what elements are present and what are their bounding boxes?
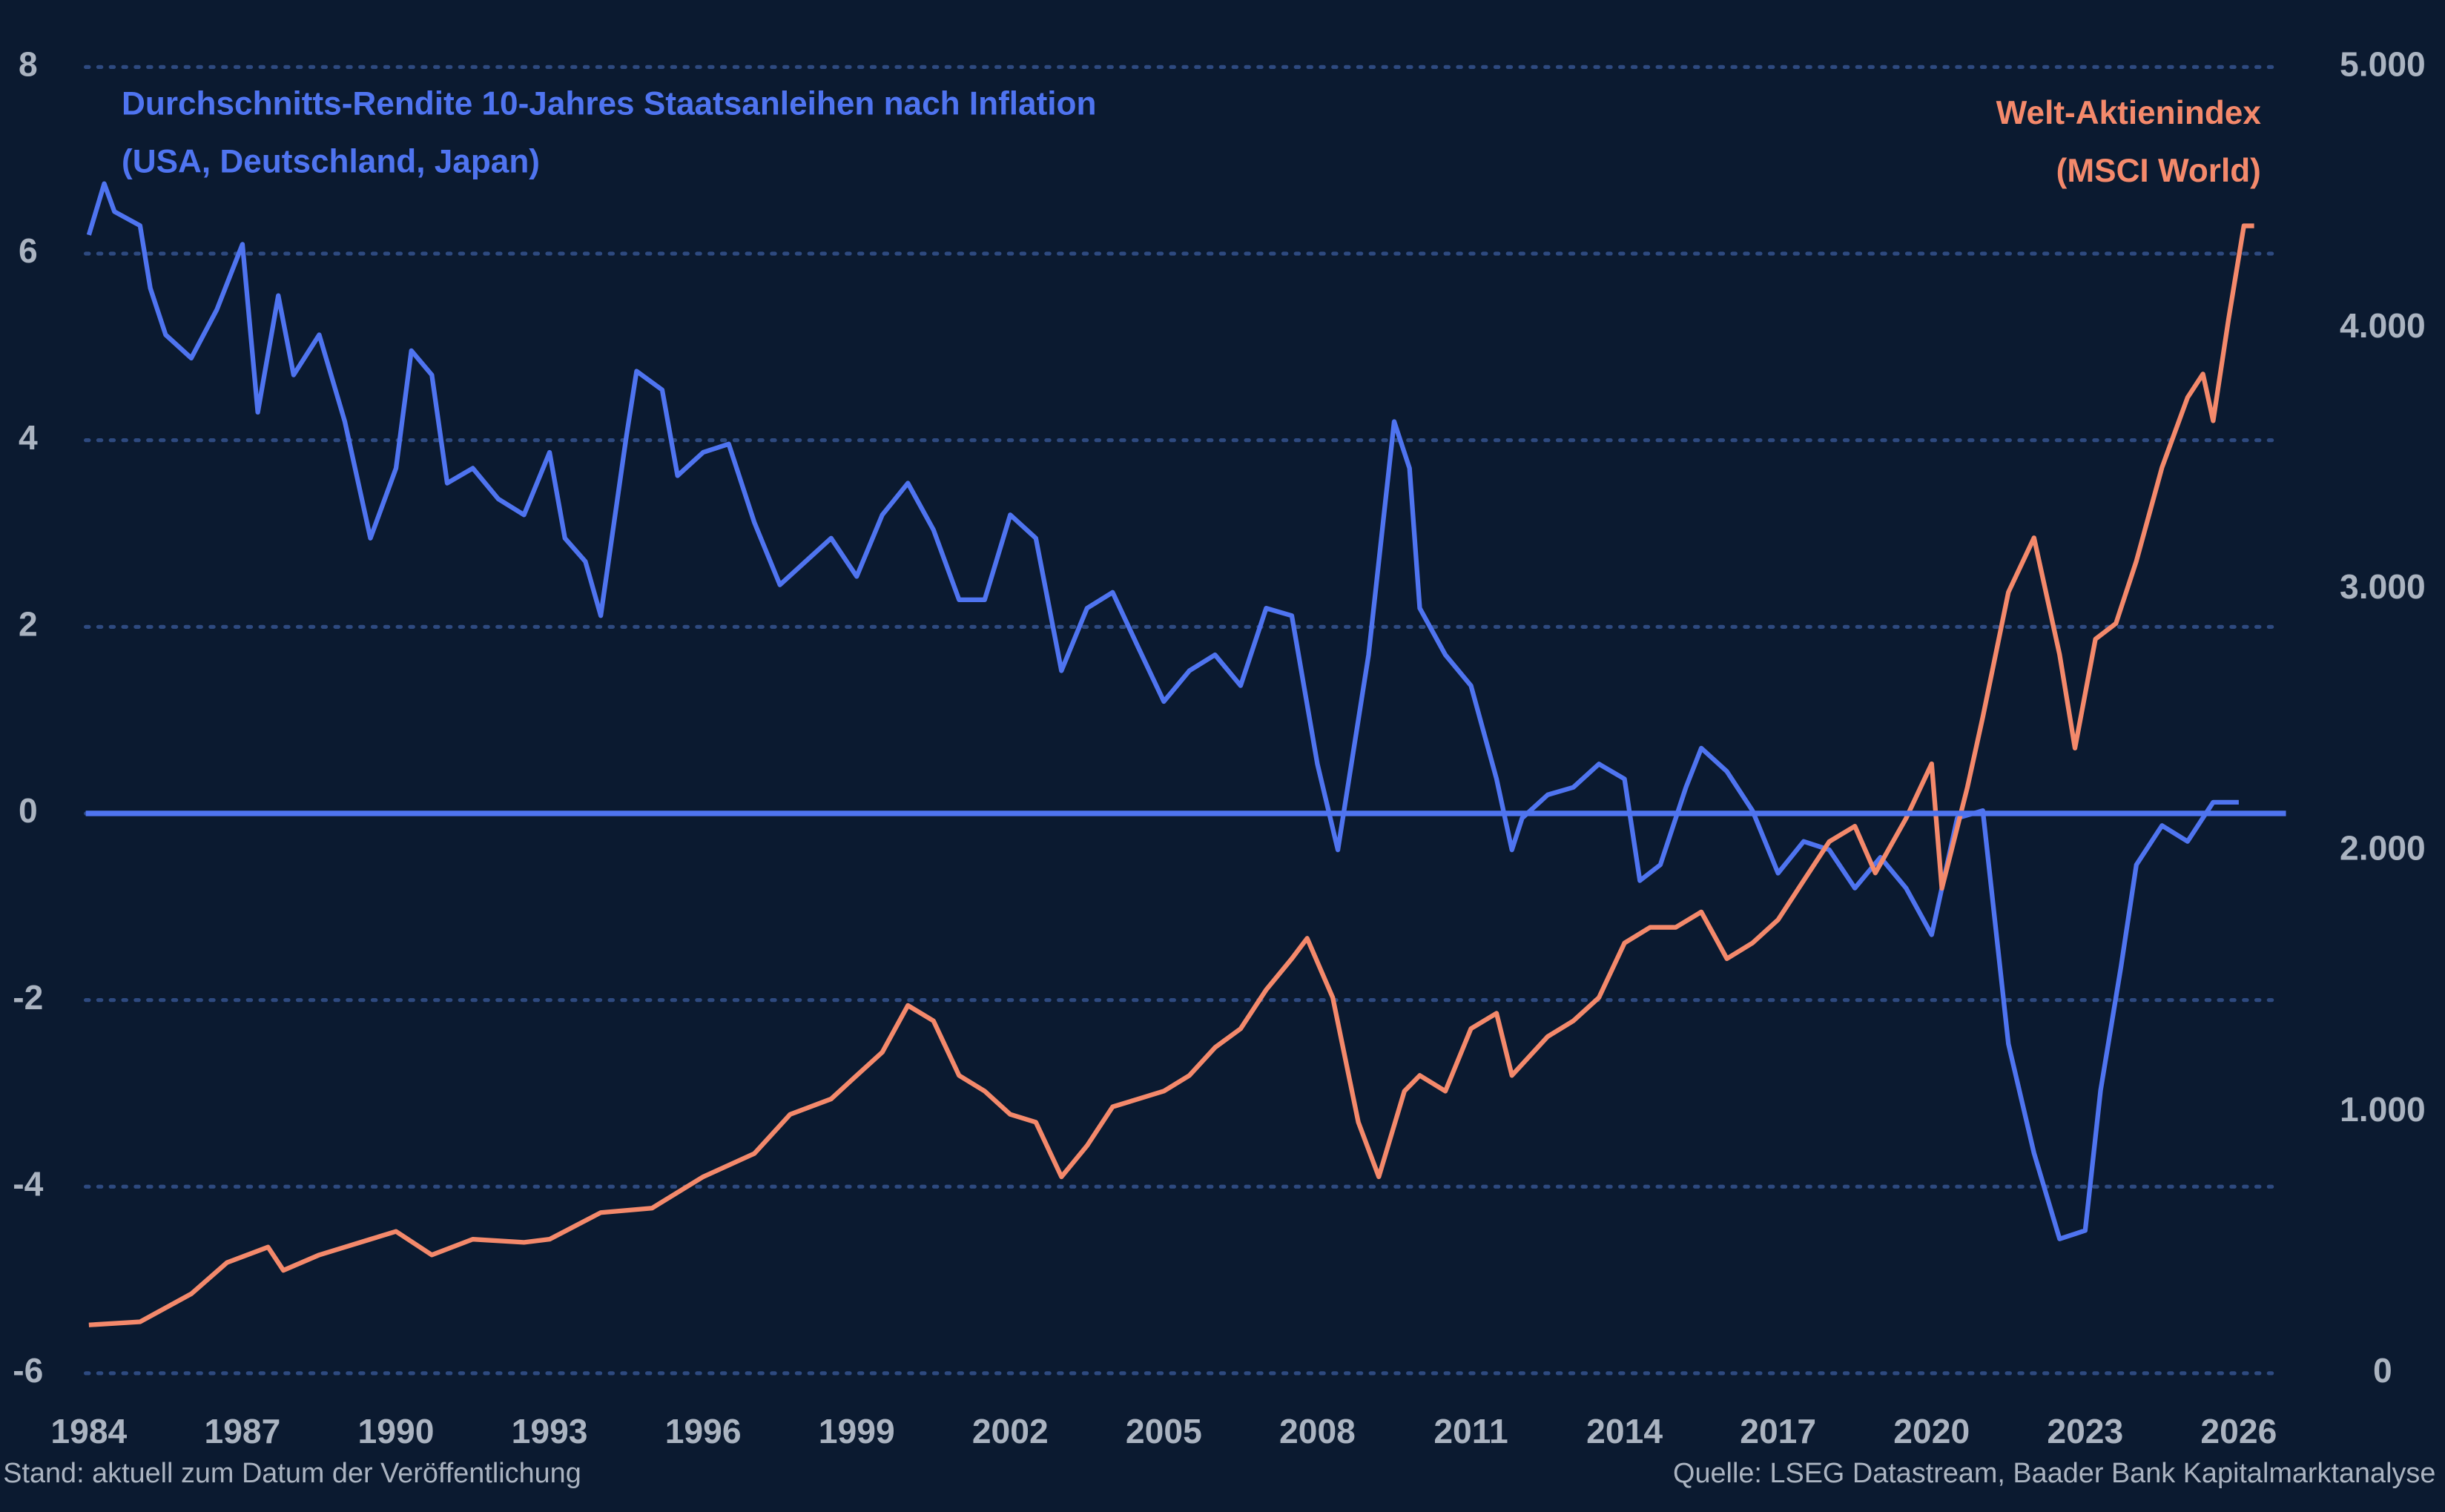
x-tick-label: 2014: [1586, 1412, 1663, 1450]
y2-tick-label: 5.000: [2340, 45, 2426, 84]
source: Quelle: LSEG Datastream, Baader Bank Kap…: [1673, 1458, 2435, 1489]
x-tick-label: 1987: [204, 1412, 280, 1450]
x-tick-label: 2023: [2047, 1412, 2123, 1450]
y2-tick-label: 3.000: [2340, 567, 2426, 606]
x-tick-label: 2020: [1893, 1412, 1970, 1450]
x-tick-label: 1996: [665, 1412, 742, 1450]
series-label: Welt-Aktienindex: [1996, 95, 2262, 131]
y-tick-label: 6: [19, 231, 38, 270]
x-tick-label: 2026: [2200, 1412, 2277, 1450]
y2-tick-label: 1.000: [2340, 1090, 2426, 1129]
y-tick-label: 0: [19, 791, 38, 830]
y-tick-label: -4: [13, 1164, 43, 1203]
y-tick-label: 8: [19, 45, 38, 84]
x-tick-label: 2005: [1126, 1412, 1202, 1450]
x-tick-label: 2017: [1740, 1412, 1816, 1450]
series-label: (MSCI World): [2056, 153, 2261, 189]
y2-tick-label: 4.000: [2340, 306, 2426, 345]
x-tick-label: 1984: [50, 1412, 127, 1450]
note: Stand: aktuell zum Datum der Veröffentli…: [3, 1458, 581, 1489]
y-tick-label: -2: [13, 978, 43, 1017]
x-tick-label: 2008: [1279, 1412, 1356, 1450]
y-tick-label: -6: [13, 1351, 43, 1390]
x-tick-label: 2002: [972, 1412, 1049, 1450]
y2-tick-label: 0: [2373, 1351, 2392, 1390]
x-tick-label: 1990: [358, 1412, 435, 1450]
series-line: [88, 223, 2254, 1327]
x-tick-label: 1999: [819, 1412, 895, 1450]
series-line: [86, 181, 2239, 1241]
y2-tick-label: 2.000: [2340, 829, 2426, 868]
y-tick-label: 2: [19, 605, 38, 644]
x-tick-label: 1993: [512, 1412, 588, 1450]
series-label: Durchschnitts-Rendite 10-Jahres Staatsan…: [122, 86, 1096, 122]
y-tick-label: 4: [19, 418, 38, 457]
x-tick-label: 2011: [1433, 1412, 1508, 1450]
series-label: (USA, Deutschland, Japan): [122, 143, 540, 179]
